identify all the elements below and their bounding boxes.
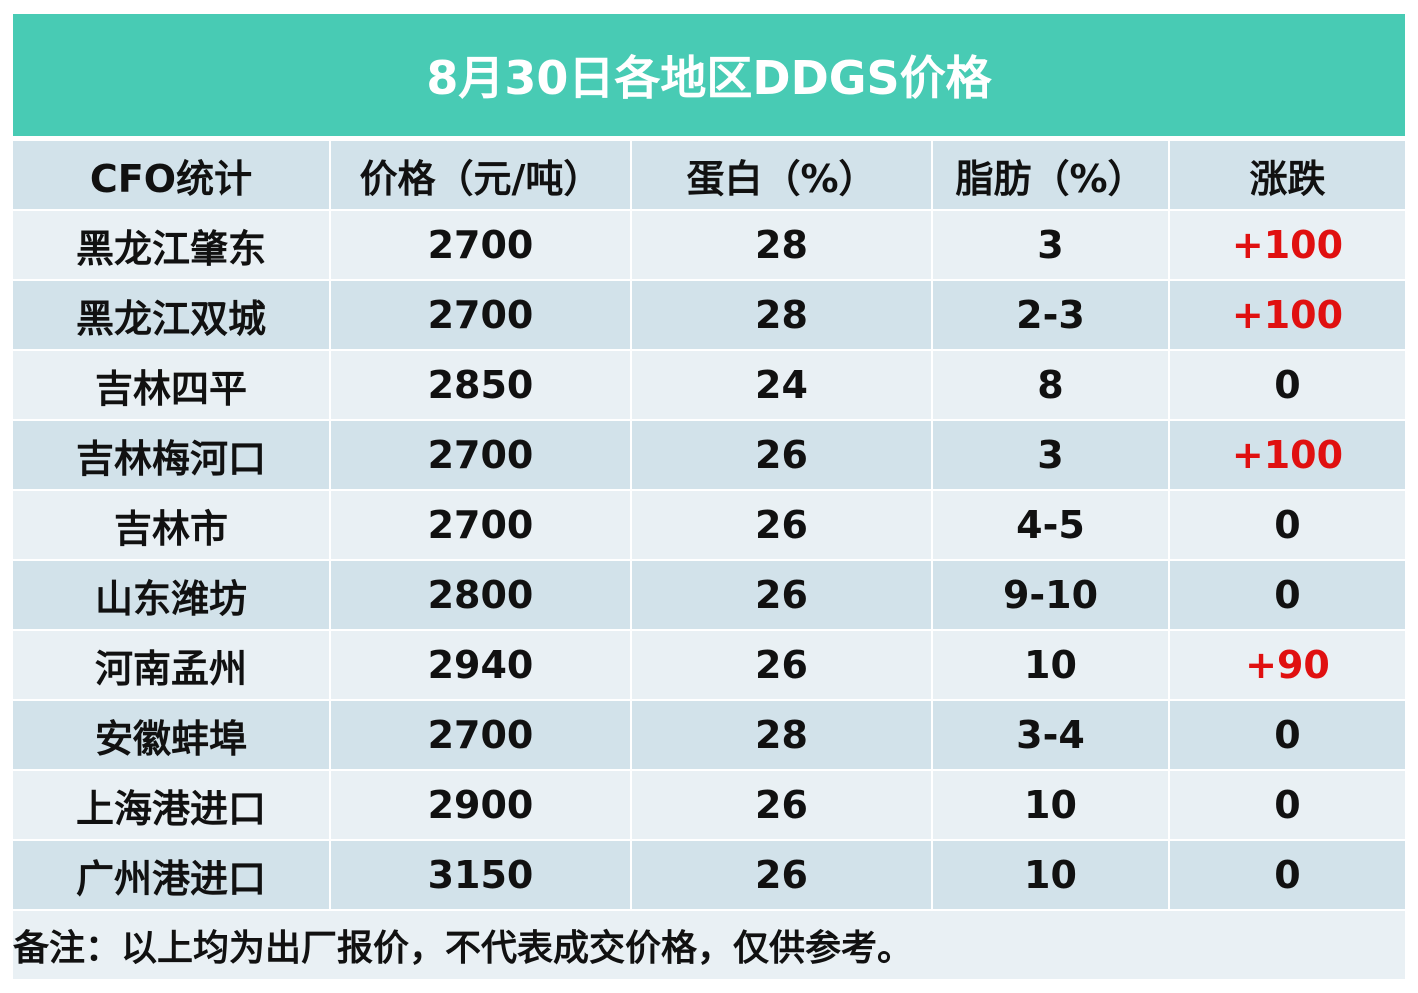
cell-fat: 10	[932, 770, 1170, 841]
cell-protein: 26	[631, 490, 933, 561]
page-title: 8月30日各地区DDGS价格	[426, 51, 992, 105]
cell-fat: 3	[932, 210, 1170, 281]
cell-protein: 24	[631, 350, 933, 421]
cell-protein: 26	[631, 770, 933, 841]
cell-region: 安徽蚌埠	[13, 700, 331, 771]
cell-region: 吉林市	[13, 490, 331, 561]
price-table: CFO统计 价格（元/吨） 蛋白（%） 脂肪（%） 涨跌 黑龙江肇东 2700 …	[13, 141, 1405, 911]
cell-fat: 10	[932, 840, 1170, 911]
column-header-region: CFO统计	[13, 141, 331, 211]
cell-protein: 28	[631, 280, 933, 351]
cell-fat: 3	[932, 420, 1170, 491]
cell-fat: 9-10	[932, 560, 1170, 631]
table-row: 吉林梅河口 2700 26 3 +100	[13, 420, 1405, 491]
column-header-fat: 脂肪（%）	[932, 141, 1170, 211]
cell-price: 2850	[330, 350, 632, 421]
cell-region: 吉林梅河口	[13, 420, 331, 491]
cell-price: 2700	[330, 490, 632, 561]
cell-change: +100	[1169, 280, 1405, 351]
cell-change: +100	[1169, 420, 1405, 491]
table-row: 吉林四平 2850 24 8 0	[13, 350, 1405, 421]
cell-region: 上海港进口	[13, 770, 331, 841]
cell-region: 河南孟州	[13, 630, 331, 701]
cell-price: 2900	[330, 770, 632, 841]
cell-price: 2700	[330, 420, 632, 491]
column-header-change: 涨跌	[1169, 141, 1405, 211]
cell-price: 2800	[330, 560, 632, 631]
table-row: 河南孟州 2940 26 10 +90	[13, 630, 1405, 701]
table-row: 广州港进口 3150 26 10 0	[13, 840, 1405, 911]
table-row: 安徽蚌埠 2700 28 3-4 0	[13, 700, 1405, 771]
cell-price: 3150	[330, 840, 632, 911]
cell-price: 2700	[330, 700, 632, 771]
cell-change: 0	[1169, 770, 1405, 841]
table-header-row: CFO统计 价格（元/吨） 蛋白（%） 脂肪（%） 涨跌	[13, 141, 1405, 211]
cell-change: +100	[1169, 210, 1405, 281]
cell-change: 0	[1169, 490, 1405, 561]
cell-price: 2700	[330, 280, 632, 351]
cell-region: 广州港进口	[13, 840, 331, 911]
column-header-protein: 蛋白（%）	[631, 141, 933, 211]
cell-fat: 4-5	[932, 490, 1170, 561]
cell-protein: 26	[631, 840, 933, 911]
cell-protein: 26	[631, 420, 933, 491]
table-row: 上海港进口 2900 26 10 0	[13, 770, 1405, 841]
table-row: 山东潍坊 2800 26 9-10 0	[13, 560, 1405, 631]
cell-fat: 2-3	[932, 280, 1170, 351]
cell-protein: 28	[631, 700, 933, 771]
cell-region: 黑龙江肇东	[13, 210, 331, 281]
footnote-text: 备注：以上均为出厂报价，不代表成交价格，仅供参考。	[13, 928, 914, 969]
cell-change: +90	[1169, 630, 1405, 701]
cell-region: 山东潍坊	[13, 560, 331, 631]
cell-price: 2940	[330, 630, 632, 701]
table-row: 黑龙江双城 2700 28 2-3 +100	[13, 280, 1405, 351]
table-row: 吉林市 2700 26 4-5 0	[13, 490, 1405, 561]
cell-fat: 10	[932, 630, 1170, 701]
cell-protein: 26	[631, 630, 933, 701]
cell-change: 0	[1169, 560, 1405, 631]
cell-change: 0	[1169, 350, 1405, 421]
cell-region: 黑龙江双城	[13, 280, 331, 351]
cell-change: 0	[1169, 840, 1405, 911]
cell-fat: 3-4	[932, 700, 1170, 771]
cell-region: 吉林四平	[13, 350, 331, 421]
cell-fat: 8	[932, 350, 1170, 421]
cell-protein: 26	[631, 560, 933, 631]
footnote: 备注：以上均为出厂报价，不代表成交价格，仅供参考。	[13, 911, 1405, 979]
cell-price: 2700	[330, 210, 632, 281]
table-title-bar: 8月30日各地区DDGS价格	[13, 14, 1405, 136]
cell-change: 0	[1169, 700, 1405, 771]
cell-protein: 28	[631, 210, 933, 281]
table-row: 黑龙江肇东 2700 28 3 +100	[13, 210, 1405, 281]
column-header-price: 价格（元/吨）	[330, 141, 632, 211]
